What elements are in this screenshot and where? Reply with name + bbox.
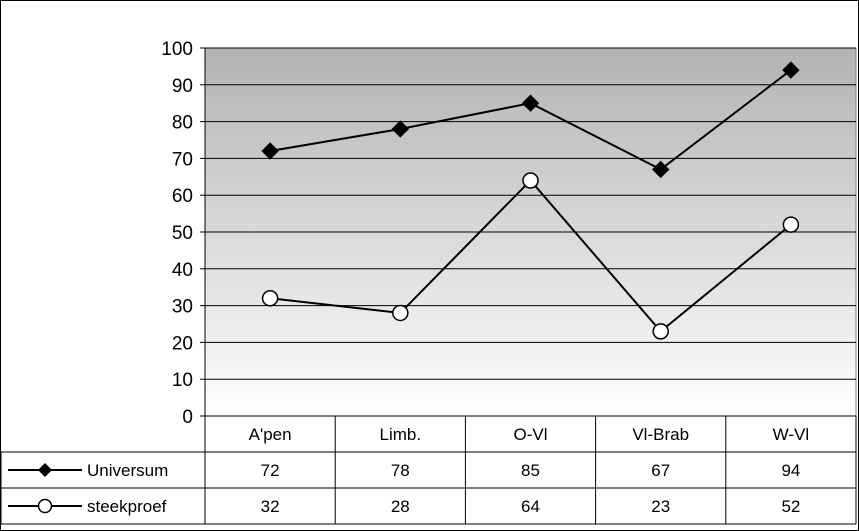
- y-tick-label: 20: [172, 333, 193, 354]
- gridlines: [205, 47, 856, 380]
- y-tick-label: 30: [172, 297, 193, 318]
- data-table: A'pen Limb. O-Vl Vl-Brab W-Vl Universum 72 78 85…: [0, 415, 857, 525]
- data-point: [392, 304, 409, 322]
- data-point: [261, 289, 279, 307]
- x-category-label: W-Vl: [773, 425, 810, 444]
- table-value-cell: 85: [521, 461, 540, 480]
- table-value-cell: 94: [781, 461, 800, 480]
- x-category-label: A'pen: [249, 425, 292, 444]
- legend-series-name: steekproef: [87, 497, 167, 516]
- x-category-label: Vl-Brab: [632, 425, 689, 444]
- data-point: [782, 216, 800, 233]
- data-point: [651, 160, 670, 179]
- series-layer: [261, 61, 800, 340]
- table-value-cell: 67: [651, 461, 670, 480]
- y-tick-label: 50: [172, 223, 193, 244]
- table-value-cell: 64: [521, 497, 540, 516]
- x-category-label: O-Vl: [514, 425, 548, 444]
- table-value-cell: 52: [781, 497, 800, 516]
- table-value-cell: 72: [261, 461, 280, 480]
- y-axis: 0 10 20 30 40 50 60 70 80 90 100: [161, 39, 206, 428]
- data-point: [782, 61, 800, 79]
- table-value-cell: 78: [391, 461, 410, 480]
- legend-marker: [37, 498, 53, 514]
- y-tick-label: 40: [172, 260, 193, 281]
- y-tick-label: 10: [172, 370, 193, 391]
- data-point: [261, 142, 279, 160]
- table-value-cell: 28: [391, 497, 410, 516]
- y-tick-label: 0: [182, 407, 193, 428]
- y-tick-label: 100: [161, 39, 193, 60]
- data-point: [522, 172, 539, 189]
- data-point: [521, 94, 540, 112]
- x-category-label: Limb.: [380, 425, 422, 444]
- table-value-cell: 32: [261, 497, 280, 516]
- y-tick-label: 60: [172, 186, 193, 207]
- y-tick-label: 70: [172, 149, 193, 170]
- table-value-cell: 23: [651, 497, 670, 516]
- y-tick-label: 80: [172, 113, 193, 134]
- legend-marker: [38, 463, 52, 477]
- data-point: [391, 120, 410, 138]
- data-point: [652, 323, 669, 340]
- legend-series-name: Universum: [87, 461, 168, 480]
- y-tick-label: 90: [172, 76, 193, 97]
